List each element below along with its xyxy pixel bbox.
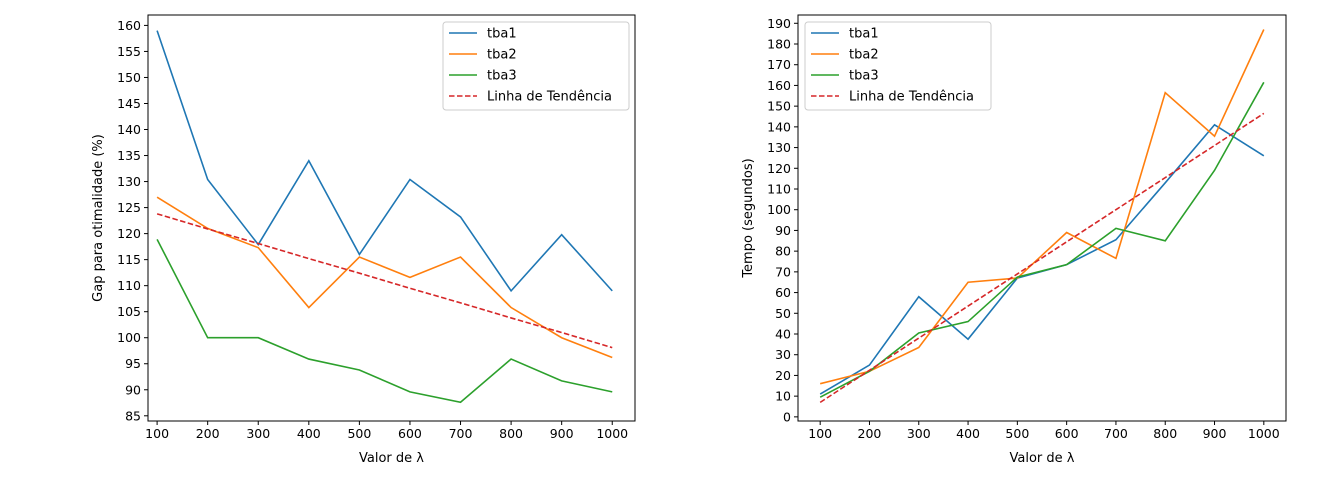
y-tick-label: 130 xyxy=(117,174,141,189)
x-tick-label: 100 xyxy=(145,426,169,441)
y-tick-label: 155 xyxy=(117,44,141,59)
legend-label: tba3 xyxy=(849,69,879,84)
legend-label: tba2 xyxy=(849,48,879,63)
axes-frame xyxy=(147,14,636,422)
series-line-linha-de-tendência xyxy=(156,213,613,349)
legend-label: tba3 xyxy=(487,69,517,84)
y-tick-label: 170 xyxy=(767,57,791,72)
y-tick-label: 110 xyxy=(767,182,791,197)
x-tick-label: 900 xyxy=(1203,426,1227,441)
x-axis-label: Valor de λ xyxy=(359,451,424,466)
x-tick-label: 200 xyxy=(858,426,882,441)
legend-label: Linha de Tendência xyxy=(849,90,974,105)
y-tick-label: 90 xyxy=(775,223,791,238)
series-line-tba1 xyxy=(819,123,1265,395)
x-axis-label: Valor de λ xyxy=(1010,451,1075,466)
y-tick-label: 80 xyxy=(775,244,791,259)
series-line-linha-de-tendência xyxy=(819,112,1265,404)
x-tick-label: 700 xyxy=(1104,426,1128,441)
y-tick-label: 20 xyxy=(775,368,791,383)
y-tick-label: 70 xyxy=(775,264,791,279)
y-tick-label: 50 xyxy=(775,306,791,321)
x-tick-label: 100 xyxy=(808,426,832,441)
legend-box xyxy=(804,21,992,111)
x-tick-label: 1000 xyxy=(1248,426,1280,441)
y-tick-label: 95 xyxy=(125,356,141,371)
x-tick-label: 500 xyxy=(347,426,371,441)
y-tick-label: 150 xyxy=(767,99,791,114)
y-tick-label: 160 xyxy=(767,78,791,93)
y-tick-label: 30 xyxy=(775,347,791,362)
series-line-tba2 xyxy=(156,196,613,359)
x-tick-label: 500 xyxy=(1005,426,1029,441)
series-line-tba1 xyxy=(156,30,613,293)
x-tick-label: 400 xyxy=(297,426,321,441)
series-line-tba3 xyxy=(156,238,613,404)
y-tick-label: 90 xyxy=(125,382,141,397)
x-tick-label: 800 xyxy=(1153,426,1177,441)
y-tick-label: 160 xyxy=(117,18,141,33)
axes-frame xyxy=(797,14,1287,422)
x-tick-label: 200 xyxy=(196,426,220,441)
legend-box xyxy=(442,21,630,111)
x-tick-label: 300 xyxy=(907,426,931,441)
x-tick-label: 600 xyxy=(398,426,422,441)
y-tick-label: 120 xyxy=(117,226,141,241)
y-tick-label: 10 xyxy=(775,389,791,404)
legend-label: tba1 xyxy=(487,27,517,42)
series-line-tba3 xyxy=(819,81,1265,398)
y-tick-label: 110 xyxy=(117,278,141,293)
x-tick-label: 700 xyxy=(449,426,473,441)
y-axis-label: Gap para otimalidade (%) xyxy=(91,134,106,302)
gap-chart: 100 200 300 400 500 600 700 800 900 1000 85 90 95 100… xyxy=(91,14,636,466)
x-tick-label: 600 xyxy=(1055,426,1079,441)
y-tick-label: 140 xyxy=(767,119,791,134)
x-tick-label: 800 xyxy=(499,426,523,441)
y-tick-label: 85 xyxy=(125,408,141,423)
y-tick-label: 125 xyxy=(117,200,141,215)
y-axis-label: Tempo (segundos) xyxy=(741,158,756,278)
time-chart: 100 200 300 400 500 600 700 800 900 1000 0 10 20 30 40… xyxy=(741,14,1287,466)
y-tick-label: 180 xyxy=(767,37,791,52)
y-tick-label: 140 xyxy=(117,122,141,137)
legend-label: Linha de Tendência xyxy=(487,90,612,105)
legend-label: tba1 xyxy=(849,27,879,42)
y-tick-label: 145 xyxy=(117,96,141,111)
y-tick-label: 130 xyxy=(767,140,791,155)
y-tick-label: 100 xyxy=(767,202,791,217)
y-tick-label: 190 xyxy=(767,16,791,31)
y-tick-label: 120 xyxy=(767,161,791,176)
y-tick-label: 60 xyxy=(775,285,791,300)
x-tick-label: 400 xyxy=(956,426,980,441)
x-tick-label: 1000 xyxy=(596,426,628,441)
x-tick-label: 900 xyxy=(550,426,574,441)
legend-label: tba2 xyxy=(487,48,517,63)
y-tick-label: 115 xyxy=(117,252,141,267)
y-tick-label: 0 xyxy=(783,409,791,424)
series-line-tba2 xyxy=(819,29,1265,385)
x-tick-label: 300 xyxy=(246,426,270,441)
y-tick-label: 100 xyxy=(117,330,141,345)
y-tick-label: 150 xyxy=(117,70,141,85)
y-tick-label: 135 xyxy=(117,148,141,163)
y-tick-label: 105 xyxy=(117,304,141,319)
y-tick-label: 40 xyxy=(775,327,791,342)
